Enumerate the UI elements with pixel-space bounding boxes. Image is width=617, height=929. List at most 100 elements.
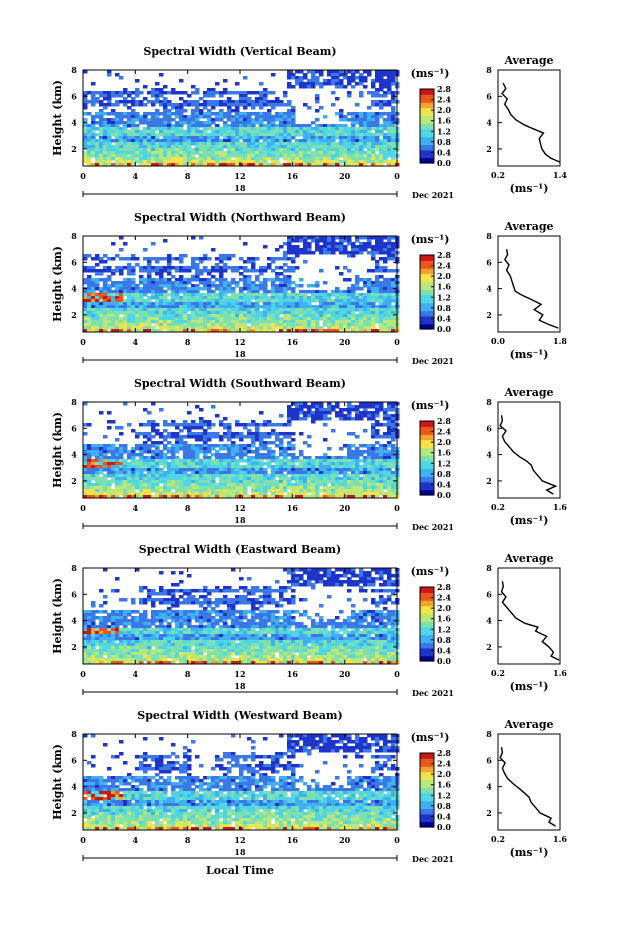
heatmap-cell [163,423,168,427]
heatmap-cell [359,287,364,291]
heatmap-cell [287,130,292,134]
heatmap-cell [319,465,324,469]
heatmap-cell [203,115,208,119]
heatmap-cell [95,329,100,333]
heatmap-cell [319,405,324,409]
heatmap-cell [299,85,304,89]
heatmap-cell [123,480,128,484]
heatmap-cell [299,278,304,282]
heatmap-cell [355,320,360,324]
heatmap-cell [275,148,280,152]
heatmap-cell [275,320,280,324]
heatmap-cell [235,124,240,128]
heatmap-cell [211,308,216,312]
heatmap-cell [191,302,196,306]
heatmap-cell [203,91,208,95]
heatmap-cell [323,115,328,119]
heatmap-cell [243,136,248,140]
heatmap-cell [275,492,280,496]
heatmap-cell [219,127,224,131]
heatmap-cell [95,320,100,324]
heatmap-cell [355,151,360,155]
heatmap-cell [175,486,180,490]
heatmap-cell [239,145,244,149]
heatmap-cell [335,311,340,315]
heatmap-cell [379,145,384,149]
heatmap-cell [355,239,360,243]
heatmap-cell [311,157,316,161]
heatmap-cell [143,85,148,89]
heatmap-cell [291,323,296,327]
heatmap-cell [195,121,200,125]
heatmap-cell [367,130,372,134]
heatmap-cell [183,145,188,149]
heatmap-cell [255,314,260,318]
heatmap-cell [283,483,288,487]
heatmap-cell [267,296,272,300]
heatmap-cell [91,103,96,107]
heatmap-cell [215,127,220,131]
day-label: 18 [234,349,246,359]
heatmap-cell [135,139,140,143]
heatmap-cell [203,160,208,164]
heatmap-cell [355,82,360,86]
heatmap-cell [195,486,200,490]
heatmap-cell [327,459,332,463]
heatmap-cell [287,435,292,439]
heatmap-cell [99,471,104,475]
heatmap-cell [287,112,292,116]
heatmap-cell [167,320,172,324]
heatmap-cell [171,314,176,318]
heatmap-cell [147,411,152,415]
heatmap-cell [111,489,116,493]
heatmap-cell [259,326,264,330]
heatmap-cell [195,305,200,309]
heatmap-cell [243,426,248,430]
heatmap-cell [123,314,128,318]
heatmap-cell [303,402,308,406]
heatmap-cell [147,278,152,282]
heatmap-cell [235,459,240,463]
heatmap-cell [171,486,176,490]
colorbar-tick-label: 0.8 [437,303,451,313]
heatmap-cell [227,139,232,143]
heatmap-cell [147,317,152,321]
heatmap-cell [363,142,368,146]
heatmap-cell [355,471,360,475]
heatmap-cell [255,329,260,333]
heatmap-cell [251,302,256,306]
heatmap-cell [255,100,260,104]
heatmap-cell [255,293,260,297]
heatmap-cell [99,290,104,294]
heatmap-cell [127,106,132,110]
heatmap-cell [151,326,156,330]
heatmap-cell [207,112,212,116]
heatmap-cell [211,269,216,273]
heatmap-cell [327,323,332,327]
heatmap-cell [391,254,396,258]
heatmap-cell [367,293,372,297]
heatmap-cell [87,423,92,427]
heatmap-cell [383,103,388,107]
heatmap-cell [327,82,332,86]
heatmap-cell [379,82,384,86]
heatmap-cell [235,163,240,167]
heatmap-cell [311,495,316,499]
heatmap-cell [263,118,268,122]
heatmap-cell [295,483,300,487]
heatmap-cell [347,290,352,294]
heatmap-cell [279,492,284,496]
heatmap-cell [387,121,392,125]
heatmap-cell [211,311,216,315]
heatmap-cell [371,248,376,252]
heatmap-cell [103,118,108,122]
heatmap-cell [387,118,392,122]
heatmap-cell [171,447,176,451]
heatmap-cell [163,284,168,288]
heatmap-cell [355,127,360,131]
heatmap-cell [107,456,112,460]
heatmap-cell [319,462,324,466]
heatmap-cell [99,257,104,261]
heatmap-cell [123,124,128,128]
heatmap-cell [143,305,148,309]
